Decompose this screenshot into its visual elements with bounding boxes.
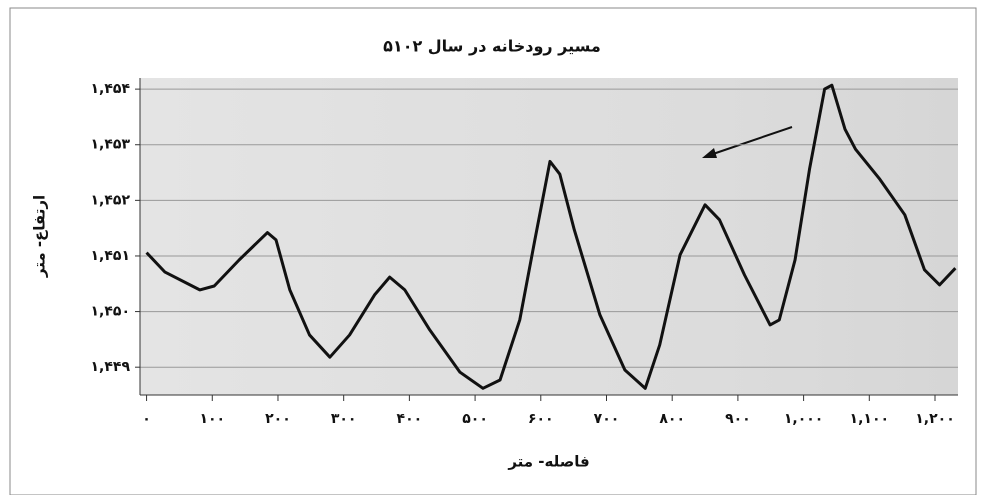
x-axis-label: فاصله- متر [507,453,589,471]
plot-area [140,78,958,395]
x-tick-label: ۱,۱۰۰ [850,411,890,427]
arrow-head [702,148,717,158]
y-tick-label: ۱,۴۵۱ [91,248,131,264]
x-tick-label: ۴۰۰ [397,411,423,427]
y-tick-label: ۱,۴۵۳ [91,137,131,153]
x-tick-label: ۶۰۰ [528,411,554,427]
x-tick-label: ۱,۲۰۰ [915,411,955,427]
annotation-arrow [709,126,793,156]
x-tick-label: ۱۰۰ [199,411,225,427]
x-tick-label: ۲۰۰ [265,411,291,427]
y-tick-label: ۱,۴۵۴ [91,81,131,97]
y-axis-label: ارتفاع- متر [31,195,49,278]
x-tick-label: ۰ [142,411,151,427]
y-tick-label: ۱,۴۵۰ [91,304,131,320]
x-tick-label: ۸۰۰ [659,411,685,427]
x-tick-label: ۵۰۰ [462,411,488,427]
y-tick-label: ۱,۴۴۹ [91,359,131,375]
chart-title: مسیر رودخانه در سال ۵۱۰۲ [383,37,601,56]
x-tick-label: ۷۰۰ [594,411,620,427]
x-tick-label: ۹۰۰ [725,411,751,427]
x-tick-label: ۳۰۰ [331,411,357,427]
x-tick-label: ۱,۰۰۰ [784,411,824,427]
y-tick-label: ۱,۴۵۲ [91,192,131,208]
data-line [145,83,957,390]
